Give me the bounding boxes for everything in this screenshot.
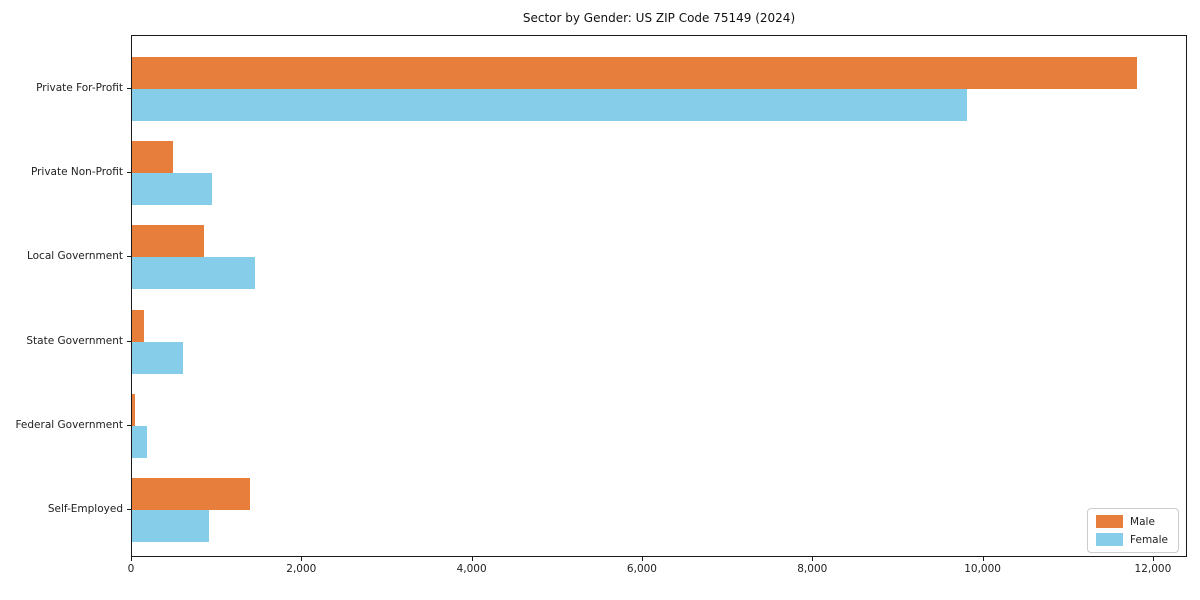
bar-female-private-for-profit — [132, 89, 967, 121]
legend-label-female: Female — [1130, 533, 1168, 546]
x-tick-label-0: 0 — [127, 563, 135, 575]
bar-female-self-employed — [132, 510, 209, 542]
bar-male-private-for-profit — [132, 57, 1137, 89]
legend-swatch-female — [1096, 533, 1124, 546]
y-axis-label-private-for-profit: Private For-Profit — [36, 82, 123, 94]
legend: Male Female — [1087, 508, 1179, 553]
x-tick-label-8000: 8,000 — [797, 563, 828, 575]
x-tick-label-10000: 10,000 — [964, 563, 1001, 575]
bar-male-local-government — [132, 225, 204, 258]
bar-male-self-employed — [132, 478, 250, 510]
legend-swatch-male — [1096, 515, 1124, 528]
x-tick-6000 — [641, 557, 643, 561]
bar-female-federal-government — [132, 425, 148, 458]
x-tick-4000 — [471, 557, 473, 561]
legend-label-male: Male — [1130, 515, 1155, 528]
y-axis-label-self-employed: Self-Employed — [47, 503, 123, 515]
bar-female-state-government — [132, 341, 184, 374]
y-axis-label-private-non-profit: Private Non-Profit — [30, 166, 123, 179]
x-tick-label-12000: 12,000 — [1134, 563, 1172, 575]
y-axis-label-state-government: State Government — [26, 334, 123, 347]
x-tick-label-6000: 6,000 — [626, 563, 657, 575]
legend-item-female: Female — [1096, 533, 1168, 546]
x-tick-0 — [131, 557, 132, 561]
y-tick-state-government — [127, 340, 131, 342]
plot-area — [131, 35, 1187, 557]
bar-female-private-non-profit — [132, 173, 213, 206]
x-tick-2000 — [301, 557, 303, 561]
y-tick-federal-government — [127, 424, 131, 426]
y-tick-private-non-profit — [127, 172, 131, 174]
x-tick-label-4000: 4,000 — [456, 563, 487, 575]
bar-male-state-government — [132, 309, 144, 342]
y-tick-local-government — [127, 256, 131, 258]
bar-male-federal-government — [132, 393, 135, 426]
legend-item-male: Male — [1096, 515, 1168, 528]
y-tick-private-for-profit — [127, 88, 131, 89]
y-axis-label-local-government: Local Government — [26, 250, 123, 263]
bar-male-private-non-profit — [132, 141, 173, 174]
x-tick-label-2000: 2,000 — [286, 563, 317, 575]
y-tick-self-employed — [127, 509, 131, 510]
x-tick-10000 — [982, 557, 984, 561]
bar-female-local-government — [132, 257, 255, 290]
chart-title: Sector by Gender: US ZIP Code 75149 (202… — [522, 11, 796, 25]
x-tick-12000 — [1152, 557, 1154, 561]
y-axis-label-federal-government: Federal Government — [15, 418, 123, 431]
x-tick-8000 — [812, 557, 814, 561]
